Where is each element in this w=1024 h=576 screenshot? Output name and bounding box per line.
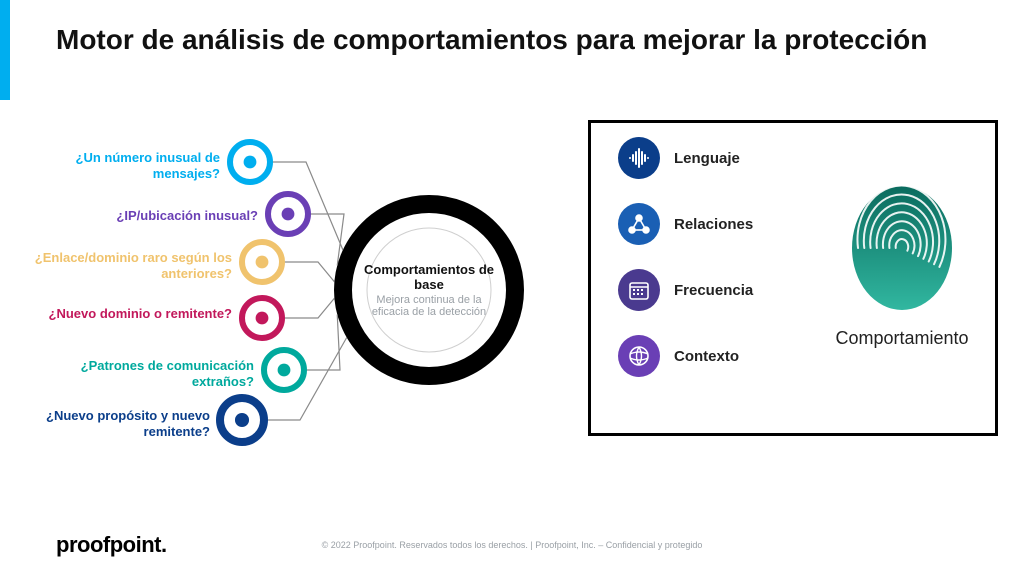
calendar-icon bbox=[618, 269, 660, 311]
node-label-msgs: ¿Un número inusual de mensajes? bbox=[22, 150, 220, 183]
panel-item-label: Relaciones bbox=[674, 216, 753, 233]
network-icon bbox=[618, 203, 660, 245]
waveform-icon bbox=[618, 137, 660, 179]
panel-item-label: Lenguaje bbox=[674, 150, 740, 167]
hub-title: Comportamientos de base bbox=[359, 262, 499, 292]
panel-item-label: Frecuencia bbox=[674, 282, 753, 299]
globe-icon bbox=[618, 335, 660, 377]
accent-bar bbox=[0, 0, 10, 100]
node-label-ip: ¿IP/ubicación inusual? bbox=[98, 208, 258, 224]
panel-item-label: Contexto bbox=[674, 348, 739, 365]
page-title: Motor de análisis de comportamientos par… bbox=[56, 24, 956, 56]
node-label-purpose: ¿Nuevo propósito y nuevo remitente? bbox=[22, 408, 210, 441]
fingerprint-label: Comportamiento bbox=[835, 328, 968, 349]
fingerprint-icon bbox=[834, 182, 970, 324]
panel-item-rel: Relaciones bbox=[618, 203, 753, 245]
panel-item-freq: Frecuencia bbox=[618, 269, 753, 311]
node-label-link: ¿Enlace/dominio raro según los anteriore… bbox=[22, 250, 232, 283]
panel-item-ctx: Contexto bbox=[618, 335, 739, 377]
footer-text: © 2022 Proofpoint. Reservados todos los … bbox=[0, 540, 1024, 550]
fingerprint-block: Comportamiento bbox=[834, 182, 970, 349]
panel-item-lang: Lenguaje bbox=[618, 137, 740, 179]
node-label-patterns: ¿Patrones de comunicación extraños? bbox=[56, 358, 254, 391]
node-label-domain: ¿Nuevo dominio o remitente? bbox=[22, 306, 232, 322]
hub-subtitle: Mejora continua de la eficacia de la det… bbox=[364, 294, 494, 318]
